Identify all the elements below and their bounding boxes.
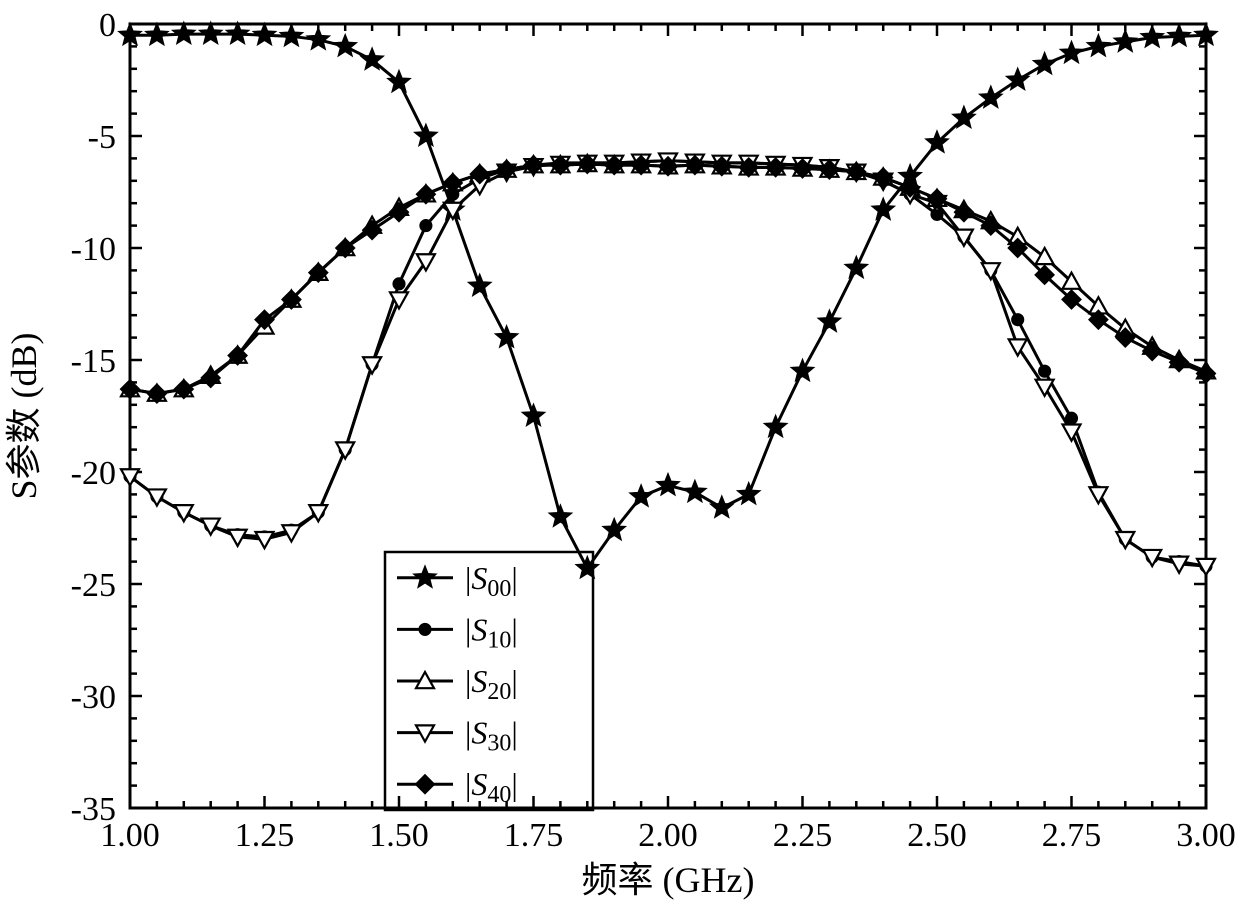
series-s40 [121, 155, 1215, 403]
x-tick-label: 2.75 [1042, 817, 1102, 854]
y-tick-label: -35 [71, 791, 116, 828]
x-tick-label: 2.00 [638, 817, 698, 854]
x-tick-label: 2.50 [907, 817, 967, 854]
x-tick-label: 2.25 [773, 817, 833, 854]
legend-label: |S40| [465, 766, 518, 808]
y-tick-label: -10 [71, 231, 116, 268]
x-tick-label: 1.50 [369, 817, 429, 854]
legend-label: |S30| [465, 715, 518, 757]
series-s30 [121, 153, 1215, 575]
y-tick-label: -25 [71, 567, 116, 604]
plot-frame [130, 24, 1206, 808]
x-tick-label: 1.75 [504, 817, 564, 854]
legend-label: |S00| [465, 560, 518, 602]
x-axis-label: 频率 (GHz) [582, 860, 755, 900]
s-parameters-chart: 1.001.251.501.752.002.252.502.753.000-5-… [0, 0, 1240, 916]
legend-label: |S10| [465, 611, 518, 653]
x-tick-label: 1.25 [235, 817, 295, 854]
series-s10 [125, 155, 1212, 571]
y-tick-label: -30 [71, 679, 116, 716]
y-axis-label: S参数 (dB) [4, 332, 44, 499]
y-tick-label: 0 [99, 7, 116, 44]
legend-label: |S20| [465, 663, 518, 705]
y-tick-label: -15 [71, 343, 116, 380]
y-tick-label: -5 [88, 119, 116, 156]
y-tick-label: -20 [71, 455, 116, 492]
x-tick-label: 3.00 [1176, 817, 1236, 854]
